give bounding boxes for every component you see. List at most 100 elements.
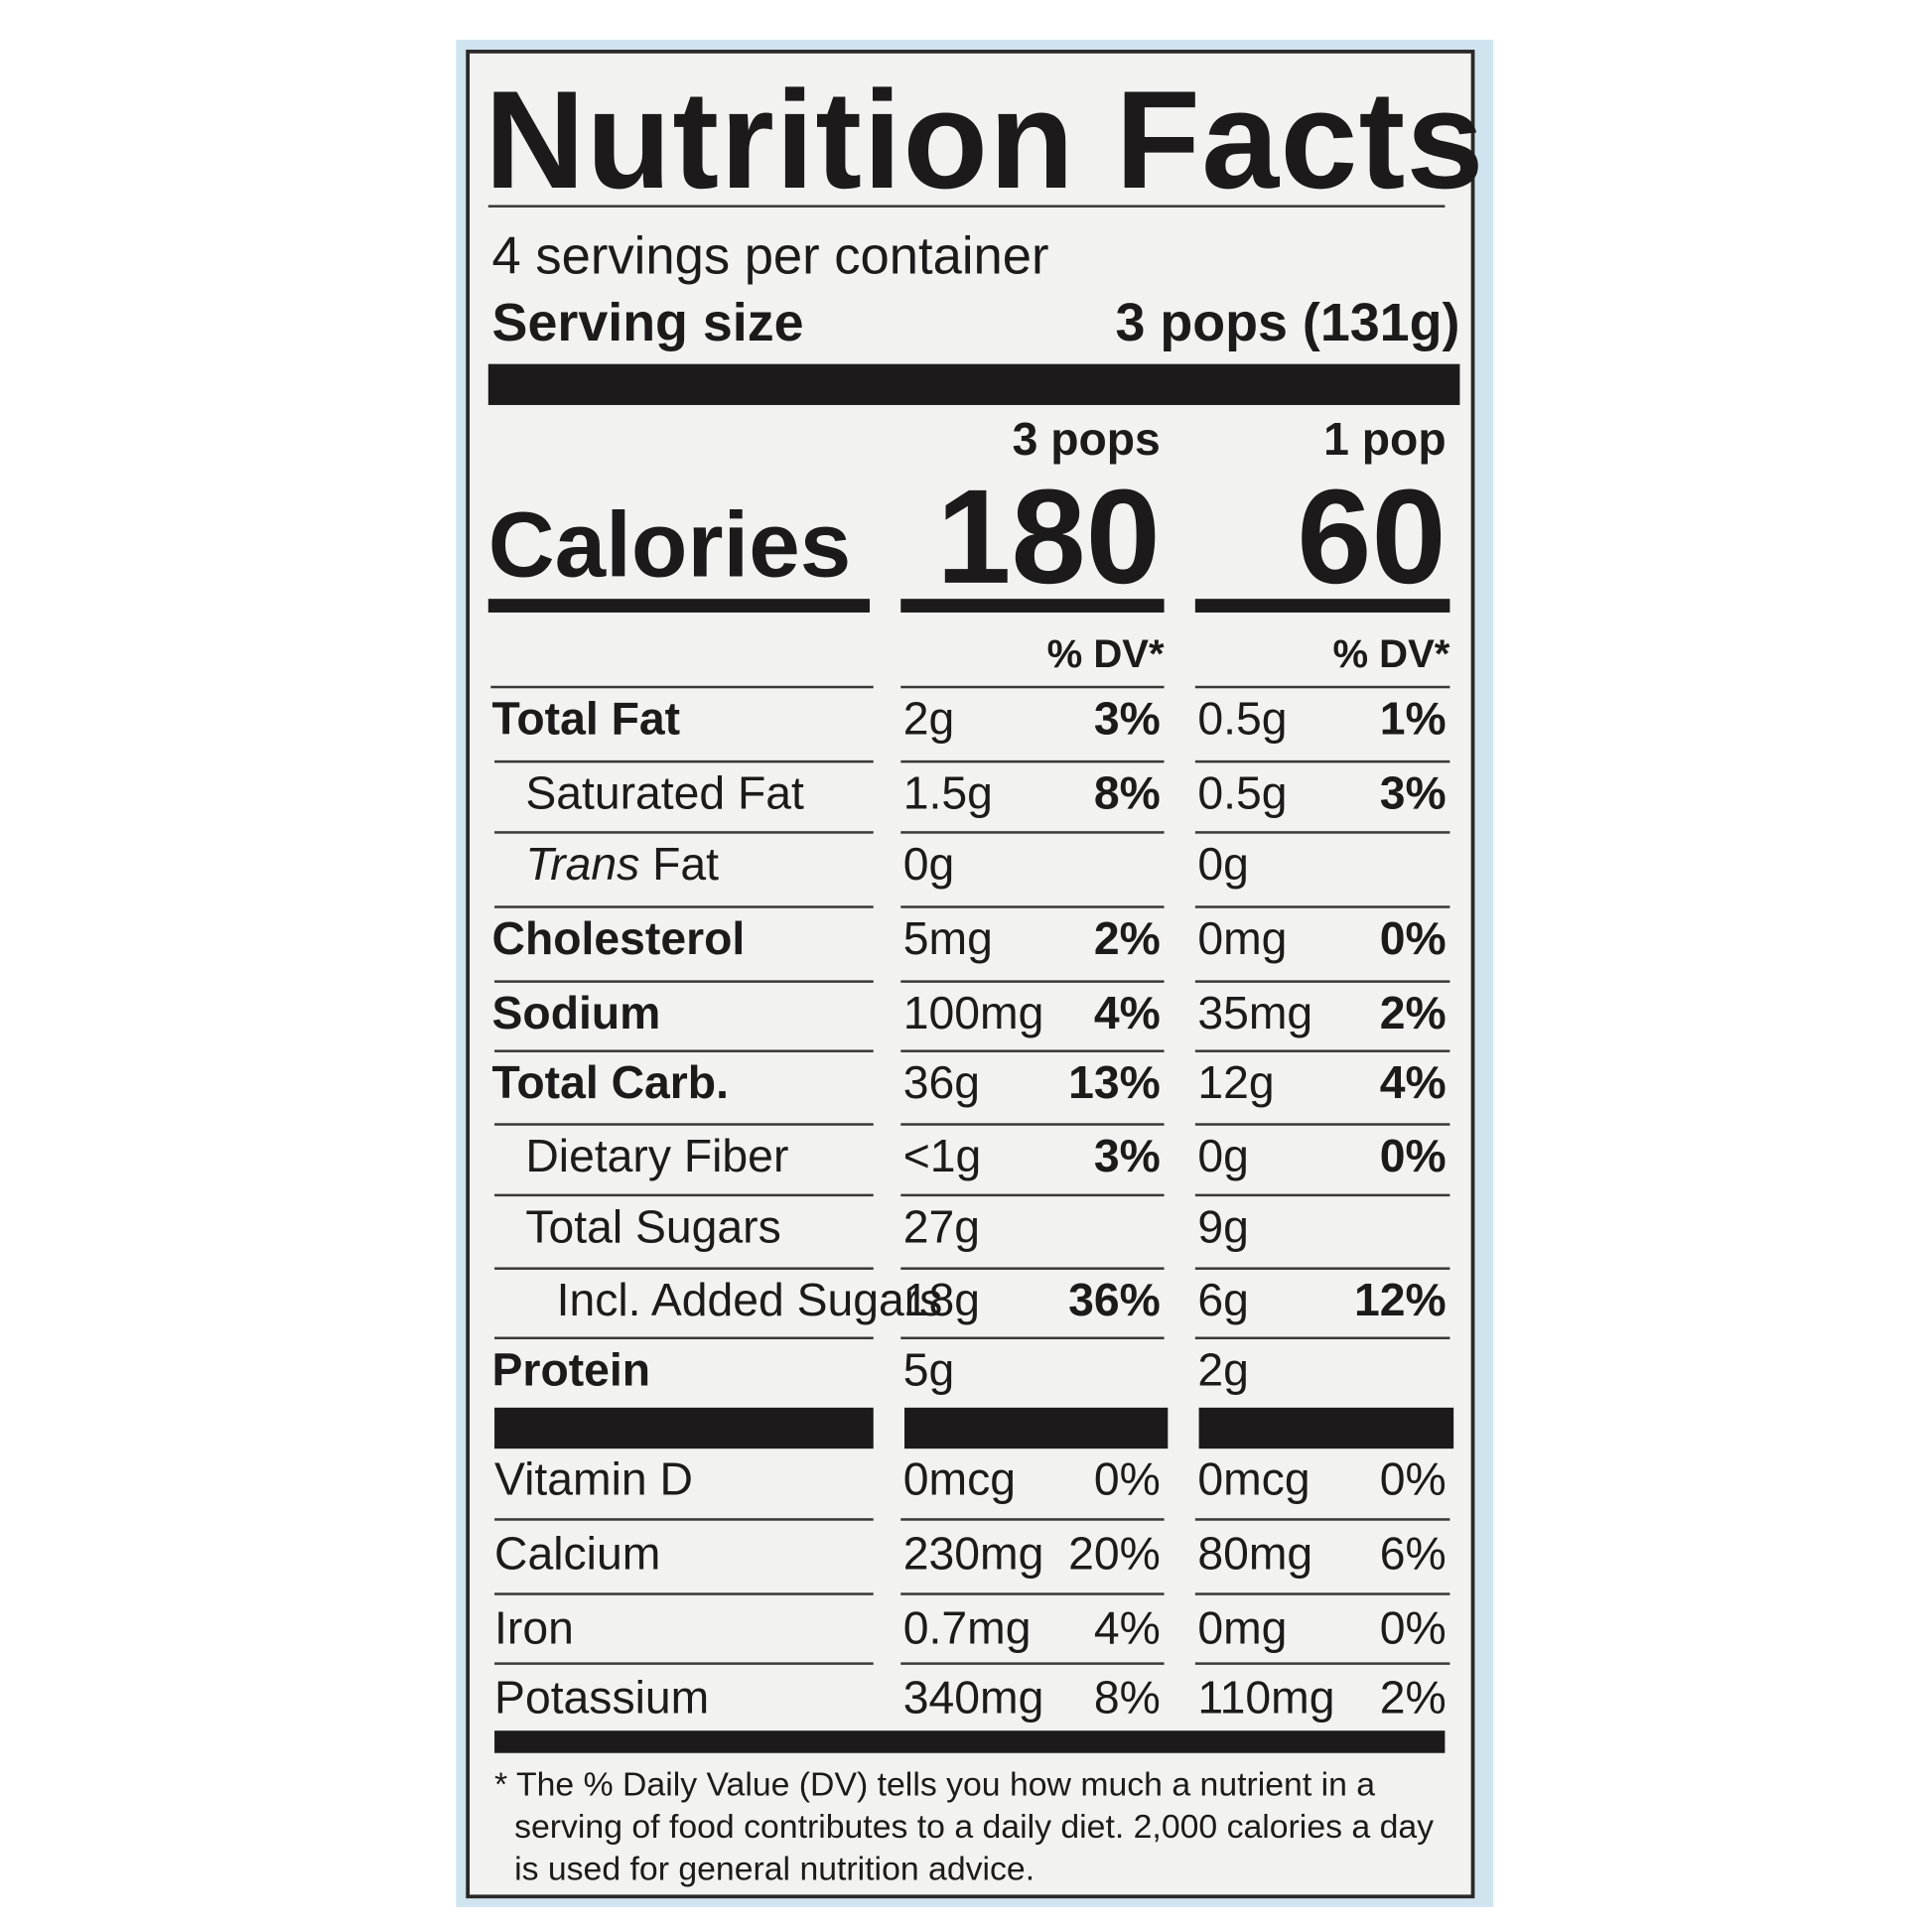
thick-bar [494, 1407, 874, 1449]
title-rule [487, 205, 1446, 207]
daily-value: 3% [1379, 767, 1447, 819]
thick-bar [904, 1407, 1169, 1449]
nutrient-name-text: Iron [494, 1602, 574, 1654]
amount: 6g [1197, 1274, 1249, 1326]
calories-value: 60 [1297, 461, 1447, 612]
label-panel [466, 50, 1475, 1899]
row-rule [494, 831, 874, 834]
serving-size-value: 3 pops (131g) [1115, 293, 1460, 353]
amount: 12g [1197, 1056, 1275, 1109]
daily-value: 2% [1093, 912, 1161, 965]
row-rule [494, 980, 874, 983]
nutrient-name: Cholesterol [492, 913, 746, 966]
amount: 2g [902, 693, 955, 745]
nutrient-name-text: Vitamin D [494, 1453, 693, 1505]
row-rule [900, 831, 1165, 834]
nutrient-name-text: Fat [652, 838, 720, 891]
nutrient-name-text: Sodium [491, 987, 661, 1039]
nutrient-name: Total Carb. [492, 1057, 729, 1110]
row-rule [494, 1123, 874, 1126]
row-rule [1194, 1592, 1450, 1595]
nutrient-name: Incl. Added Sugars [557, 1275, 943, 1327]
nutrient-name-text: Total Fat [491, 693, 681, 745]
thick-bar [487, 363, 1460, 405]
daily-value: 4% [1093, 1602, 1161, 1654]
daily-value: 8% [1093, 767, 1161, 819]
amount: <1g [902, 1130, 982, 1182]
column-header: 3 pops [1012, 413, 1161, 466]
calories-value: 180 [936, 461, 1161, 612]
row-rule [900, 1662, 1165, 1665]
row-rule [494, 1193, 874, 1196]
nutrient-name: Iron [494, 1602, 574, 1655]
row-rule [1194, 759, 1450, 762]
dv-header: % DV* [1046, 630, 1165, 676]
amount: 0g [1197, 838, 1249, 891]
nutrient-name-text: Protein [491, 1344, 651, 1396]
footnote: * The % Daily Value (DV) tells you how m… [494, 1765, 1435, 1887]
amount: 9g [1197, 1201, 1249, 1253]
servings-per-container: 4 servings per container [491, 225, 1049, 285]
row-rule [1194, 980, 1450, 983]
daily-value: 36% [1068, 1274, 1161, 1326]
amount: 5g [902, 1344, 955, 1396]
daily-value: 3% [1093, 693, 1161, 745]
daily-value: 0% [1093, 1453, 1161, 1505]
daily-value: 0% [1379, 912, 1447, 965]
nutrient-name: Trans Fat [525, 839, 719, 892]
row-rule [1194, 1049, 1450, 1052]
nutrient-name-text: Dietary Fiber [525, 1130, 789, 1182]
daily-value: 4% [1093, 987, 1161, 1039]
amount: 1.5g [902, 767, 993, 819]
row-rule [900, 685, 1165, 688]
amount: 0g [1197, 1130, 1249, 1182]
row-rule [900, 1336, 1165, 1339]
row-rule [1194, 1662, 1450, 1665]
row-rule [1194, 1518, 1450, 1521]
amount: 100mg [902, 987, 1044, 1039]
calories-bar [487, 599, 870, 613]
row-rule [900, 759, 1165, 762]
nutrient-name-text: Saturated Fat [525, 767, 804, 819]
amount: 0.7mg [902, 1602, 1032, 1654]
nutrient-name-text: Total Sugars [525, 1201, 781, 1253]
daily-value: 0% [1379, 1602, 1447, 1654]
amount: 5mg [902, 912, 993, 965]
daily-value: 2% [1379, 1672, 1447, 1724]
thick-bar [494, 1730, 1446, 1753]
row-rule [494, 1267, 874, 1270]
row-rule [1194, 685, 1450, 688]
calories-bar [1194, 599, 1450, 613]
nutrient-name-text: Potassium [494, 1672, 710, 1724]
amount: 110mg [1197, 1672, 1335, 1724]
row-rule [494, 1518, 874, 1521]
amount: 0mg [1197, 912, 1288, 965]
daily-value: 6% [1379, 1528, 1447, 1580]
dv-header: % DV* [1332, 630, 1450, 676]
row-rule [900, 1193, 1165, 1196]
nutrient-name: Calcium [494, 1528, 660, 1581]
serving-size-label: Serving size [491, 293, 804, 353]
amount: 80mg [1197, 1528, 1313, 1580]
row-rule [494, 759, 874, 762]
amount: 0.5g [1197, 767, 1288, 819]
row-rule [494, 1336, 874, 1339]
daily-value: 3% [1093, 1130, 1161, 1182]
calories-bar [900, 599, 1165, 613]
daily-value: 0% [1379, 1130, 1447, 1182]
row-rule [1194, 1336, 1450, 1339]
nutrient-name: Dietary Fiber [525, 1131, 788, 1183]
amount: 0mcg [1197, 1453, 1311, 1505]
nutrient-name: Sodium [492, 988, 661, 1040]
amount: 18g [902, 1274, 981, 1326]
nutrient-name: Potassium [494, 1672, 709, 1725]
daily-value: 20% [1068, 1528, 1161, 1580]
daily-value: 8% [1093, 1672, 1161, 1724]
nutrient-name: Total Sugars [525, 1201, 780, 1254]
nutrient-name-text: Total Carb. [491, 1056, 729, 1109]
daily-value: 12% [1353, 1274, 1447, 1326]
row-rule [494, 1662, 874, 1665]
column-header: 1 pop [1323, 413, 1447, 466]
nutrient-name-italic: Trans [525, 838, 640, 891]
